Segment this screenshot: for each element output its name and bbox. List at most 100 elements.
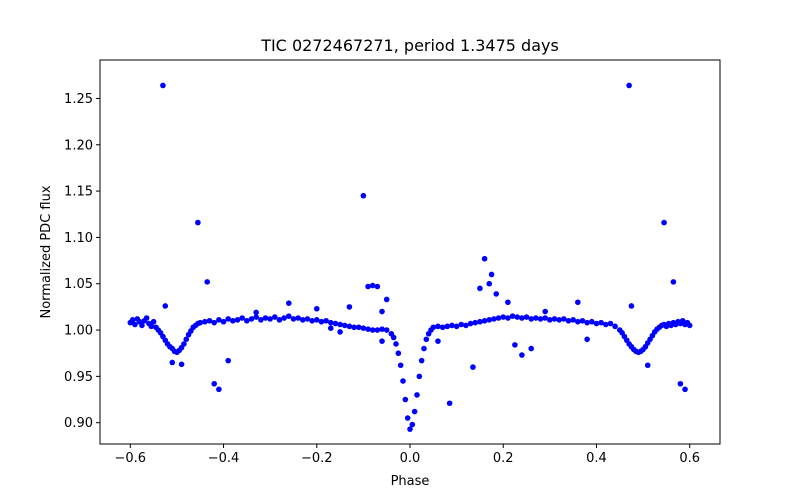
x-tick-label: −0.4: [208, 451, 240, 466]
data-point: [402, 396, 409, 403]
data-point: [206, 317, 213, 324]
data-point: [379, 308, 385, 315]
data-points: [127, 82, 693, 432]
data-point: [181, 341, 187, 347]
data-point: [481, 255, 488, 262]
data-point: [169, 359, 176, 366]
data-point: [477, 318, 483, 325]
axis-ticks: −0.6 −0.4 −0.2 0.0 0.2 0.4 0.6 0.90 0.95 1.00 1.05…: [64, 92, 700, 466]
data-point: [253, 309, 259, 316]
data-point: [435, 323, 441, 330]
data-point: [337, 329, 343, 335]
data-point: [589, 318, 595, 325]
data-point: [682, 386, 688, 393]
data-point: [602, 321, 609, 328]
data-point: [220, 318, 227, 325]
data-point: [519, 315, 525, 321]
data-point: [593, 320, 600, 327]
data-point: [528, 316, 534, 322]
data-point: [446, 400, 453, 407]
data-point: [418, 357, 425, 364]
data-point: [395, 350, 402, 357]
data-point: [244, 317, 250, 324]
x-tick-label: 0.0: [400, 451, 421, 466]
data-point: [523, 314, 530, 320]
data-point: [607, 320, 614, 327]
data-point: [542, 315, 548, 321]
data-point: [628, 303, 635, 309]
data-point: [195, 219, 201, 226]
data-point: [670, 279, 677, 285]
data-point: [369, 327, 376, 333]
data-point: [383, 296, 390, 303]
data-point: [267, 316, 273, 322]
data-point: [584, 336, 590, 343]
data-point: [598, 319, 604, 326]
data-point: [304, 316, 311, 322]
y-axis-label: Normalized PDC flux: [39, 185, 54, 318]
data-point: [204, 279, 211, 285]
data-point: [281, 315, 287, 321]
data-point: [216, 317, 222, 323]
data-point: [414, 392, 420, 398]
data-point: [360, 325, 367, 332]
data-point: [575, 318, 581, 325]
data-point: [423, 336, 430, 343]
data-point: [129, 317, 136, 323]
data-point: [519, 352, 525, 358]
data-point: [528, 345, 534, 352]
data-point: [579, 317, 586, 324]
plot-frame: [99, 59, 721, 445]
x-tick-label: −0.6: [115, 451, 147, 466]
data-point: [400, 378, 406, 384]
data-point: [351, 324, 357, 331]
data-point: [514, 314, 521, 320]
data-point: [150, 318, 157, 325]
data-point: [225, 357, 231, 364]
data-point: [239, 315, 245, 321]
data-point: [374, 283, 381, 290]
data-point: [290, 316, 297, 322]
data-point: [248, 316, 255, 322]
data-point: [323, 317, 329, 324]
y-tick-label: 1.05: [64, 277, 93, 292]
data-point: [509, 313, 516, 319]
data-point: [313, 317, 320, 323]
y-tick-label: 1.00: [64, 324, 93, 339]
y-tick-label: 0.95: [64, 370, 93, 385]
data-point: [295, 315, 301, 321]
data-point: [430, 324, 437, 331]
data-point: [533, 315, 539, 321]
chart-title: TIC 0272467271, period 1.3475 days: [260, 36, 559, 55]
data-point: [286, 300, 292, 306]
data-point: [556, 317, 562, 323]
x-tick-label: 0.4: [586, 451, 607, 466]
data-point: [397, 362, 404, 369]
data-point: [575, 299, 581, 306]
data-point: [369, 282, 376, 289]
data-point: [313, 305, 320, 312]
data-point: [262, 315, 269, 321]
data-point: [505, 315, 511, 321]
data-point: [132, 321, 138, 328]
data-point: [584, 319, 590, 326]
data-point: [374, 327, 381, 333]
data-point: [644, 362, 651, 369]
data-point: [211, 380, 218, 387]
data-point: [202, 318, 208, 325]
data-point: [379, 338, 385, 344]
data-point: [500, 314, 507, 320]
data-point: [360, 192, 367, 199]
y-tick-label: 1.15: [64, 185, 93, 200]
data-point: [346, 323, 353, 330]
data-point: [493, 291, 500, 297]
data-point: [309, 317, 315, 324]
data-point: [512, 342, 518, 348]
data-point: [407, 426, 413, 432]
data-point: [570, 317, 576, 323]
data-point: [225, 316, 231, 322]
x-tick-label: −0.2: [301, 451, 333, 466]
data-point: [318, 318, 325, 325]
data-point: [686, 322, 693, 329]
